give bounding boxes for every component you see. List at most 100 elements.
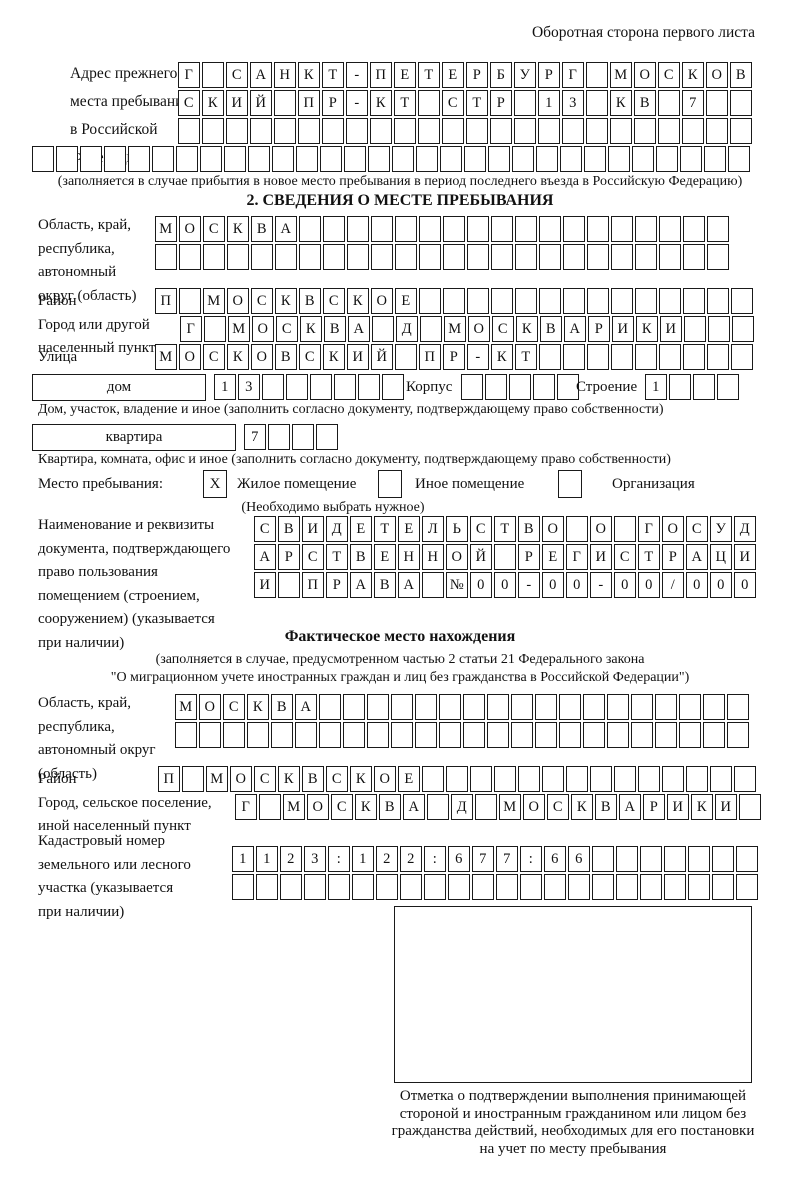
char-box [382, 374, 404, 400]
char-box: Г [566, 544, 588, 570]
char-box [590, 766, 612, 792]
char-box [416, 146, 438, 172]
char-box: А [295, 694, 317, 720]
char-box [491, 244, 513, 270]
char-box: О [706, 62, 728, 88]
char-box [304, 874, 326, 900]
char-box [224, 146, 246, 172]
char-box: К [227, 344, 249, 370]
char-box: Е [395, 288, 417, 314]
char-box: К [370, 90, 392, 116]
char-box [391, 694, 413, 720]
char-box: Р [588, 316, 610, 342]
char-box [487, 722, 509, 748]
char-box [539, 344, 561, 370]
fact-title: Фактическое место нахождения [284, 628, 516, 645]
char-box: Т [322, 62, 344, 88]
char-box [693, 374, 715, 400]
char-box [179, 244, 201, 270]
raion-label: Район [38, 293, 77, 309]
char-box: С [442, 90, 464, 116]
char-box: О [590, 516, 612, 542]
char-box [584, 146, 606, 172]
char-box: Д [326, 516, 348, 542]
char-box [611, 244, 633, 270]
char-box: С [178, 90, 200, 116]
char-box: 6 [544, 846, 566, 872]
char-box [658, 90, 680, 116]
char-box: С [470, 516, 492, 542]
char-box [587, 288, 609, 314]
mesto-label: Место пребывания: [38, 476, 163, 492]
char-box [592, 846, 614, 872]
char-box: Г [178, 62, 200, 88]
char-box: О [179, 344, 201, 370]
char-box [539, 244, 561, 270]
char-box: П [155, 288, 177, 314]
char-box: 0 [542, 572, 564, 598]
char-box: С [254, 516, 276, 542]
char-box: Р [326, 572, 348, 598]
char-box [448, 874, 470, 900]
prev-address-note: (заполняется в случае прибытия в новое м… [57, 174, 743, 189]
char-box [655, 722, 677, 748]
char-box: П [158, 766, 180, 792]
char-box: 0 [686, 572, 708, 598]
char-box: Г [638, 516, 660, 542]
char-box [514, 90, 536, 116]
char-box [310, 374, 332, 400]
char-box [298, 118, 320, 144]
char-box [734, 766, 756, 792]
char-box: Т [466, 90, 488, 116]
char-box: С [492, 316, 514, 342]
char-box [203, 244, 225, 270]
char-box: Е [442, 62, 464, 88]
char-box [352, 874, 374, 900]
char-box [730, 90, 752, 116]
char-box [727, 694, 749, 720]
char-box [736, 846, 758, 872]
char-box [562, 118, 584, 144]
char-box [322, 118, 344, 144]
char-box [494, 766, 516, 792]
char-box [467, 288, 489, 314]
char-box: П [302, 572, 324, 598]
char-box: Р [662, 544, 684, 570]
char-box [680, 146, 702, 172]
char-box [323, 244, 345, 270]
fact-oblast-label: Область, край, республика, автономный ок… [38, 695, 156, 782]
kadastr-row-2 [232, 874, 760, 900]
char-box [394, 118, 416, 144]
char-box [727, 722, 749, 748]
char-box [704, 146, 726, 172]
char-box: А [619, 794, 641, 820]
char-box [439, 694, 461, 720]
char-box [655, 694, 677, 720]
char-box: П [419, 344, 441, 370]
char-box: : [328, 846, 350, 872]
char-box: Й [371, 344, 393, 370]
char-box: 6 [568, 846, 590, 872]
char-box: 2 [376, 846, 398, 872]
char-box [182, 766, 204, 792]
char-box: Р [466, 62, 488, 88]
char-box [560, 146, 582, 172]
char-box: В [271, 694, 293, 720]
char-box [616, 874, 638, 900]
char-box [319, 694, 341, 720]
char-box: М [610, 62, 632, 88]
doc-label: Наименование и реквизиты документа, подт… [38, 517, 231, 651]
char-box [538, 118, 560, 144]
char-box: А [275, 216, 297, 242]
char-box: И [715, 794, 737, 820]
char-box [485, 374, 507, 400]
char-box [422, 572, 444, 598]
char-box [152, 146, 174, 172]
char-box [323, 216, 345, 242]
char-box [155, 244, 177, 270]
char-box: И [590, 544, 612, 570]
char-box [420, 316, 442, 342]
char-box [491, 216, 513, 242]
char-box: И [667, 794, 689, 820]
